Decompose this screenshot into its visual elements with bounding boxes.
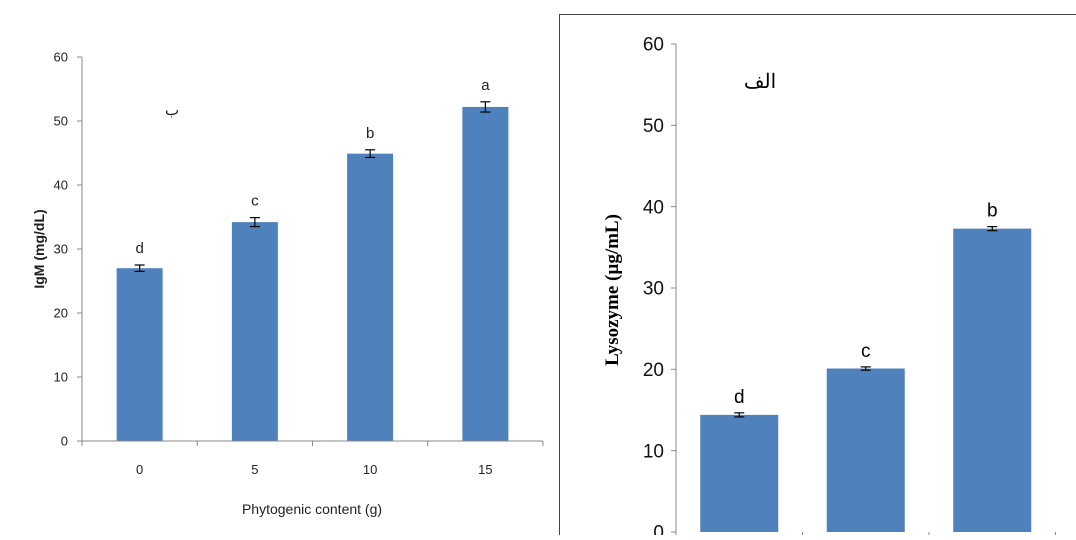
igm-significance-letter: a [481, 77, 490, 94]
lysozyme-bar [827, 369, 905, 532]
igm-significance-letter: b [366, 125, 374, 142]
lysozyme-significance-letter: c [861, 341, 871, 362]
lysozyme-y-tick-label: 40 [643, 197, 664, 218]
igm-y-tick-label: 20 [54, 306, 68, 321]
igm-x-tick-label: 0 [136, 462, 143, 477]
lysozyme-significance-letter: b [987, 201, 998, 222]
lysozyme-y-tick-label: 60 [643, 35, 664, 56]
igm-y-tick-label: 30 [54, 242, 68, 257]
igm-x-tick-label: 15 [478, 462, 492, 477]
igm-chart: d c b a 0 10 20 30 40 50 60 0 5 10 15 IgM (mg/dL) Ph… [31, 50, 543, 517]
igm-y-tick-label: 50 [54, 114, 68, 129]
lysozyme-panel-label: الف [744, 71, 776, 93]
lysozyme-bar [700, 415, 778, 532]
igm-bar [232, 222, 278, 441]
igm-error-bars [135, 102, 491, 272]
lysozyme-bar [953, 229, 1031, 532]
igm-y-axis-title: IgM (mg/dL) [31, 209, 47, 288]
igm-significance-letters: d c b a [135, 77, 490, 257]
lysozyme-y-tick-label: 30 [643, 279, 664, 300]
igm-y-tick-label: 10 [54, 370, 68, 385]
igm-x-axis-title: Phytogenic content (g) [242, 501, 382, 517]
lysozyme-bars [700, 229, 1031, 532]
igm-y-tick-label: 40 [54, 178, 68, 193]
igm-y-tick-label: 0 [61, 434, 68, 449]
igm-x-ticks: 0 5 10 15 [136, 462, 493, 477]
lysozyme-y-tick-label: 0 [653, 523, 664, 535]
lysozyme-chart: d c b 0 10 20 30 40 50 60 Lysozyme (µg/mL) الف [560, 15, 1076, 536]
lysozyme-significance-letter: d [734, 387, 745, 408]
igm-significance-letter: d [135, 240, 143, 257]
igm-x-tick-label: 10 [363, 462, 377, 477]
igm-bars [117, 107, 509, 441]
igm-bar [462, 107, 508, 441]
igm-y-tick-label: 60 [54, 50, 68, 65]
lysozyme-y-tick-label: 20 [643, 360, 664, 381]
lysozyme-y-tick-label: 50 [643, 116, 664, 137]
igm-x-tick-label: 5 [251, 462, 258, 477]
lysozyme-y-axis-title: Lysozyme (µg/mL) [602, 214, 623, 366]
lysozyme-y-tick-label: 10 [643, 441, 664, 462]
igm-bar [347, 154, 393, 441]
igm-bar [117, 268, 163, 441]
igm-panel-label: ب [165, 102, 179, 119]
igm-significance-letter: c [251, 193, 259, 210]
